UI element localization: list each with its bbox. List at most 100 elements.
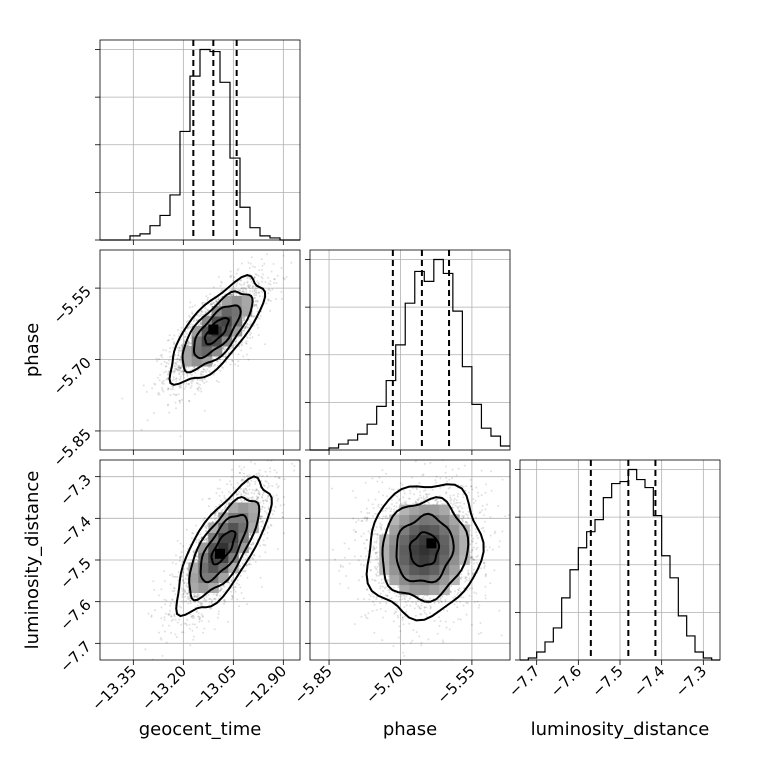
- sample-point: [238, 605, 241, 608]
- sample-point: [175, 363, 178, 366]
- sample-point: [173, 371, 176, 374]
- sample-point: [276, 486, 279, 489]
- contour-line: [175, 475, 273, 618]
- sample-point: [263, 506, 266, 509]
- sample-point: [161, 388, 164, 391]
- density-cell: [198, 562, 209, 573]
- sample-point: [249, 532, 252, 535]
- sample-point: [199, 379, 201, 382]
- sample-point: [189, 372, 192, 375]
- sample-point: [171, 388, 174, 391]
- sample-point: [183, 376, 186, 379]
- sample-point: [235, 282, 238, 285]
- sample-point: [202, 519, 205, 521]
- sample-point: [264, 529, 266, 532]
- sample-point: [146, 419, 149, 422]
- sample-point: [187, 342, 190, 345]
- sample-point: [214, 514, 217, 517]
- sample-point: [429, 461, 432, 464]
- sample-point: [236, 598, 239, 601]
- sample-point: [265, 302, 268, 305]
- sample-point: [375, 568, 378, 571]
- sample-point: [196, 610, 199, 613]
- sample-point: [189, 323, 192, 326]
- sample-point: [156, 376, 159, 379]
- sample-point: [276, 274, 279, 277]
- sample-point: [255, 489, 258, 492]
- sample-point: [195, 382, 198, 384]
- sample-point: [194, 600, 197, 603]
- sample-point: [249, 533, 252, 536]
- sample-point: [178, 359, 181, 362]
- sample-point: [480, 631, 483, 634]
- sample-point: [205, 538, 208, 541]
- sample-point: [237, 353, 240, 356]
- sample-point: [246, 336, 249, 339]
- sample-point: [200, 536, 203, 539]
- sample-point: [480, 494, 483, 497]
- sample-point: [256, 323, 259, 326]
- sample-point: [174, 370, 177, 373]
- sample-point: [182, 593, 185, 595]
- sample-point: [235, 284, 238, 287]
- sample-point: [179, 377, 182, 380]
- sample-point: [249, 546, 252, 549]
- panel-content: [331, 460, 510, 660]
- sample-point: [253, 276, 256, 279]
- sample-point: [223, 599, 226, 602]
- sample-point: [242, 472, 245, 475]
- sample-point: [173, 587, 176, 590]
- density-cell: [228, 562, 239, 573]
- sample-point: [259, 515, 262, 518]
- sample-point: [185, 366, 188, 369]
- sample-point: [245, 554, 248, 557]
- sample-point: [204, 530, 207, 533]
- sample-point: [241, 262, 243, 265]
- sample-point: [247, 481, 250, 483]
- sample-point: [217, 381, 220, 383]
- sample-point: [240, 479, 243, 482]
- sample-point: [227, 490, 230, 493]
- sample-point: [379, 592, 382, 595]
- sample-point: [165, 361, 168, 364]
- sample-point: [224, 507, 227, 510]
- sample-point: [267, 526, 270, 529]
- sample-point: [160, 606, 163, 609]
- sample-point: [215, 299, 218, 302]
- sample-point: [183, 339, 186, 342]
- sample-point: [244, 558, 247, 560]
- sample-point: [285, 276, 288, 278]
- sample-point: [247, 285, 250, 288]
- sample-point: [480, 527, 483, 530]
- sample-point: [242, 316, 245, 319]
- sample-point: [275, 471, 278, 474]
- sample-point: [259, 515, 262, 518]
- sample-point: [262, 273, 265, 276]
- sample-point: [267, 299, 270, 302]
- sample-point: [367, 612, 370, 615]
- sample-point: [189, 600, 192, 603]
- sample-point: [186, 567, 189, 570]
- sample-point: [453, 502, 456, 505]
- sample-point: [210, 303, 213, 306]
- sample-point: [240, 284, 243, 287]
- sample-point: [186, 618, 189, 621]
- sample-point: [160, 617, 163, 620]
- sample-point: [269, 300, 272, 302]
- sample-point: [180, 587, 183, 590]
- sample-point: [245, 325, 247, 328]
- sample-point: [255, 303, 258, 306]
- sample-point: [179, 385, 182, 388]
- density-cell: [198, 552, 209, 563]
- sample-point: [488, 546, 491, 549]
- density-cell: [241, 296, 253, 307]
- sample-point: [264, 281, 267, 283]
- sample-point: [334, 558, 337, 561]
- sample-point: [175, 368, 178, 371]
- sample-point: [484, 491, 487, 494]
- sample-point: [182, 382, 185, 385]
- sample-point: [230, 598, 233, 601]
- sample-point: [429, 604, 432, 607]
- sample-point: [215, 300, 218, 303]
- sample-point: [236, 336, 239, 339]
